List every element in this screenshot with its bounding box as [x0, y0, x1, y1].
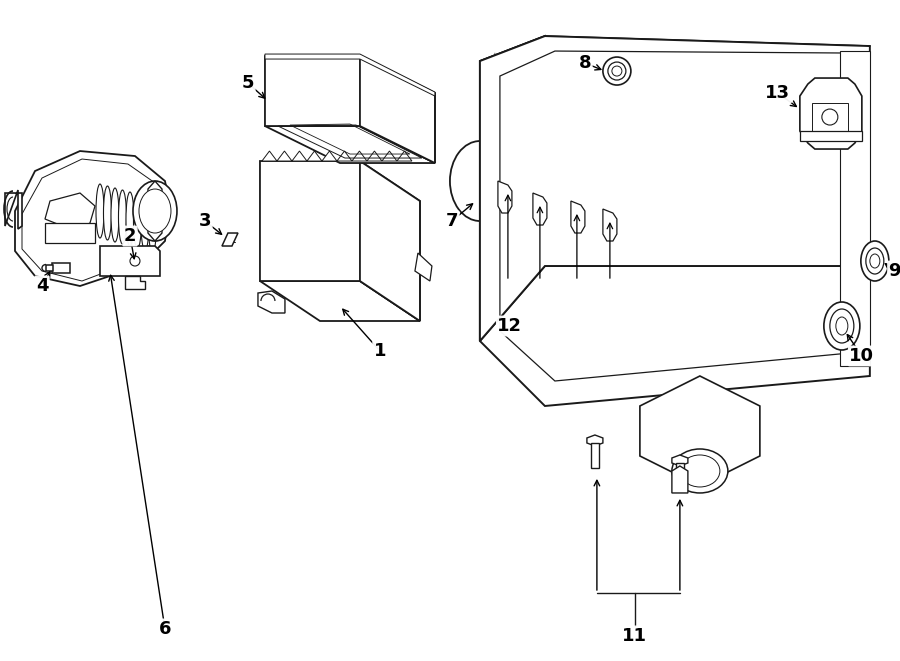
Polygon shape [352, 151, 367, 161]
Polygon shape [265, 56, 435, 163]
Text: 1: 1 [374, 342, 386, 360]
Polygon shape [480, 266, 870, 406]
Polygon shape [222, 233, 238, 246]
Ellipse shape [126, 192, 134, 246]
Polygon shape [337, 151, 352, 161]
Polygon shape [46, 265, 53, 271]
Text: 5: 5 [242, 74, 254, 92]
Ellipse shape [612, 66, 622, 76]
Polygon shape [262, 151, 277, 161]
Polygon shape [148, 181, 162, 241]
Polygon shape [15, 151, 170, 286]
Polygon shape [52, 263, 70, 273]
Polygon shape [840, 51, 870, 366]
Polygon shape [571, 201, 585, 233]
Ellipse shape [139, 189, 171, 233]
Ellipse shape [608, 62, 625, 80]
Polygon shape [672, 466, 688, 493]
Polygon shape [480, 36, 870, 341]
Polygon shape [800, 131, 862, 141]
Polygon shape [800, 78, 862, 149]
Polygon shape [640, 376, 760, 486]
Polygon shape [258, 291, 285, 313]
Polygon shape [533, 193, 547, 225]
Polygon shape [367, 151, 382, 161]
Polygon shape [292, 151, 307, 161]
Polygon shape [260, 161, 420, 321]
Polygon shape [672, 455, 688, 466]
Ellipse shape [133, 181, 177, 241]
Ellipse shape [830, 309, 854, 343]
Ellipse shape [141, 196, 149, 250]
Polygon shape [5, 190, 22, 229]
Polygon shape [382, 151, 397, 161]
Polygon shape [676, 463, 684, 488]
Polygon shape [603, 209, 616, 241]
Text: 3: 3 [199, 212, 212, 230]
Polygon shape [587, 435, 603, 446]
Text: 9: 9 [888, 262, 900, 280]
Polygon shape [591, 443, 599, 468]
Polygon shape [100, 246, 160, 276]
Ellipse shape [822, 109, 838, 125]
Ellipse shape [836, 317, 848, 335]
Text: 8: 8 [579, 54, 591, 72]
Text: 10: 10 [850, 347, 875, 365]
Ellipse shape [861, 241, 889, 281]
Ellipse shape [119, 190, 127, 244]
Text: 6: 6 [158, 620, 171, 638]
Polygon shape [480, 36, 544, 341]
Ellipse shape [96, 184, 104, 238]
Ellipse shape [130, 256, 140, 266]
Polygon shape [360, 56, 435, 163]
Ellipse shape [111, 188, 119, 242]
Polygon shape [415, 253, 432, 281]
Polygon shape [265, 54, 435, 96]
Ellipse shape [680, 455, 720, 487]
Ellipse shape [824, 302, 859, 350]
Polygon shape [277, 151, 292, 161]
Polygon shape [498, 181, 512, 213]
Polygon shape [45, 223, 95, 243]
Polygon shape [125, 276, 145, 289]
Ellipse shape [870, 254, 880, 268]
Text: 7: 7 [446, 212, 458, 230]
Polygon shape [307, 151, 322, 161]
Text: 11: 11 [623, 627, 647, 645]
Polygon shape [260, 281, 420, 321]
Ellipse shape [603, 57, 631, 85]
Ellipse shape [866, 248, 884, 274]
Text: 13: 13 [765, 84, 790, 102]
Polygon shape [397, 151, 412, 161]
Ellipse shape [133, 194, 141, 248]
Polygon shape [265, 126, 435, 163]
Polygon shape [360, 161, 420, 321]
Ellipse shape [104, 186, 112, 240]
Ellipse shape [672, 449, 728, 493]
Text: 4: 4 [36, 277, 49, 295]
Text: 2: 2 [123, 227, 136, 245]
Polygon shape [322, 151, 337, 161]
Text: 12: 12 [498, 317, 522, 335]
Polygon shape [45, 193, 95, 231]
Ellipse shape [148, 198, 157, 252]
